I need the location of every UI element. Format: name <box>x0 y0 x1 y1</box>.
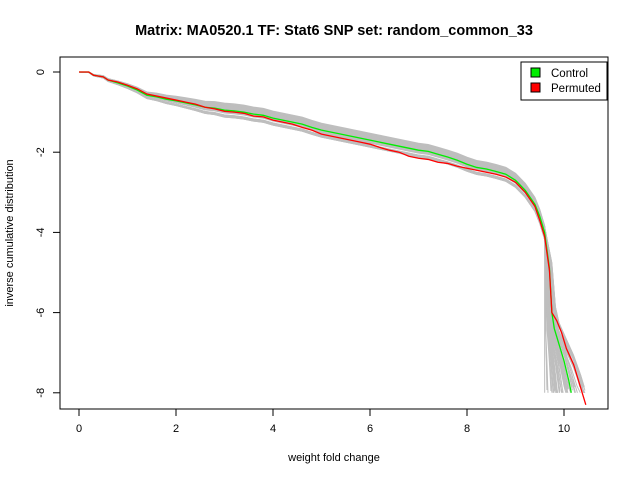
y-tick-label: 0 <box>35 69 47 75</box>
legend-label-control: Control <box>551 68 588 80</box>
x-tick-label: 0 <box>76 423 82 435</box>
x-axis-label: weight fold change <box>287 452 380 464</box>
y-tick-label: -8 <box>35 388 47 398</box>
y-axis-label: inverse cumulative distribution <box>4 159 16 306</box>
legend-swatch-permuted <box>530 82 541 93</box>
y-tick-label: -4 <box>35 228 47 238</box>
legend-swatch-control <box>530 67 541 78</box>
y-tick-label: -6 <box>35 308 47 318</box>
x-tick-label: 2 <box>173 423 179 435</box>
y-axis: 0 -2 -4 -6 -8 <box>35 69 61 398</box>
legend: Control Permuted <box>520 61 608 101</box>
permutation-line <box>79 71 555 386</box>
y-tick-label: -2 <box>35 147 47 157</box>
x-axis: 0 2 4 6 8 10 <box>76 408 570 435</box>
series-lines <box>79 71 587 406</box>
x-tick-label: 6 <box>367 423 373 435</box>
permutation-line <box>78 71 567 393</box>
x-tick-label: 10 <box>558 423 570 435</box>
x-tick-label: 8 <box>464 423 470 435</box>
permutation-line <box>78 71 585 394</box>
chart-title: Matrix: MA0520.1 TF: Stat6 SNP set: rand… <box>135 23 533 39</box>
series-line-permuted <box>79 71 587 406</box>
x-tick-label: 4 <box>270 423 276 435</box>
permutation-line <box>79 71 556 388</box>
legend-label-permuted: Permuted <box>551 83 601 95</box>
series-line-control <box>79 71 572 393</box>
